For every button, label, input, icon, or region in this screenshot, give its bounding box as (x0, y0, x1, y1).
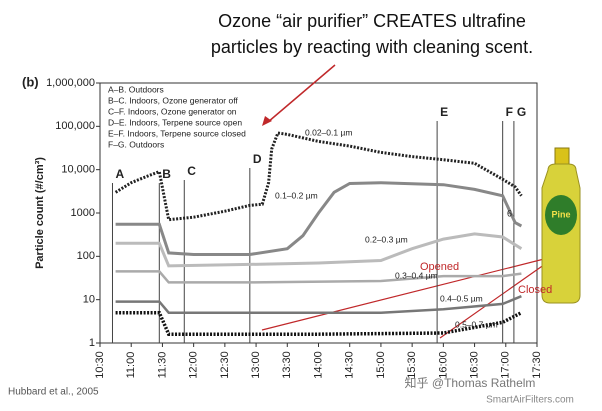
x-tick-label: 13:00 (250, 351, 262, 379)
event-label: A (115, 167, 124, 181)
event-label: D (253, 152, 262, 166)
x-tick-label: 17:00 (500, 351, 512, 379)
x-tick-label: 14:30 (344, 351, 356, 379)
series-line (115, 295, 522, 314)
event-label: E (440, 105, 448, 119)
watermark: SmartAirFilters.com (486, 395, 574, 406)
annotation: Opened (420, 261, 459, 273)
source: Hubbard et al., 2005 (8, 387, 99, 398)
pointer-lines (261, 257, 549, 339)
legend-note: F–G. Outdoors (108, 139, 164, 149)
annotation: 6 (507, 208, 512, 218)
legend-note: A–B. Outdoors (108, 84, 164, 94)
svg-text:Pine: Pine (551, 209, 570, 219)
series-label: 0.1–0.2 µm (275, 190, 318, 200)
annotation: Closed (518, 284, 552, 296)
x-tick-label: 13:30 (281, 351, 293, 379)
series-label: 0.5–0.7 µm (455, 319, 498, 329)
x-tick-label: 12:30 (219, 351, 231, 379)
series-label: 0.4–0.5 µm (440, 293, 483, 303)
series-label: 0.02–0.1 µm (305, 127, 352, 137)
x-tick-label: 14:00 (312, 351, 324, 379)
event-label: G (517, 105, 526, 119)
y-tick-label: 1,000,000 (46, 77, 95, 89)
x-tick-label: 16:00 (437, 351, 449, 379)
arrow (267, 64, 336, 123)
event-label: B (162, 167, 171, 181)
y-axis-label: Particle count (#/cm³) (34, 157, 46, 269)
y-tick-label: 1000 (71, 207, 95, 219)
x-tick-label: 11:30 (156, 352, 168, 379)
x-tick-label: 16:30 (468, 351, 480, 379)
x-tick-label: 15:30 (406, 351, 418, 379)
y-tick-label: 10 (83, 294, 95, 306)
y-tick-label: 100,000 (55, 120, 95, 132)
chart-title: Ozone “air purifier” CREATES ultrafine (218, 11, 526, 31)
y-tick-label: 100 (77, 250, 95, 262)
x-tick-label: 11:00 (125, 352, 137, 379)
series-label: 0.2–0.3 µm (365, 234, 408, 244)
series-line (115, 181, 523, 256)
series-label: 0.3–0.4 µm (395, 270, 438, 280)
x-tick-label: 10:30 (94, 351, 106, 379)
x-tick-label: 15:00 (375, 351, 387, 379)
panel-label: (b) (22, 74, 39, 89)
y-tick-label: 10,000 (61, 164, 95, 176)
y-tick-label: 1 (89, 337, 95, 349)
series-line (115, 270, 522, 284)
chart-title: particles by reacting with cleaning scen… (211, 37, 533, 57)
legend-note: B–C. Indoors, Ozone generator off (108, 95, 238, 105)
legend-note: E–F. Indoors, Terpene source closed (108, 128, 246, 138)
series-line (115, 232, 523, 268)
bottle: Pine (541, 147, 581, 304)
legend-note: C–F. Indoors, Ozone generator on (108, 106, 237, 116)
series-line (115, 310, 523, 336)
event-label: F (506, 105, 513, 119)
x-tick-label: 17:30 (531, 351, 543, 379)
x-tick-label: 12:00 (188, 351, 200, 379)
event-label: C (187, 164, 196, 178)
series-line (114, 131, 523, 222)
legend-note: D–E. Indoors, Terpene source open (108, 117, 242, 127)
arrow-head (262, 116, 272, 126)
watermark: 知乎 @Thomas Rathelm (405, 376, 536, 390)
